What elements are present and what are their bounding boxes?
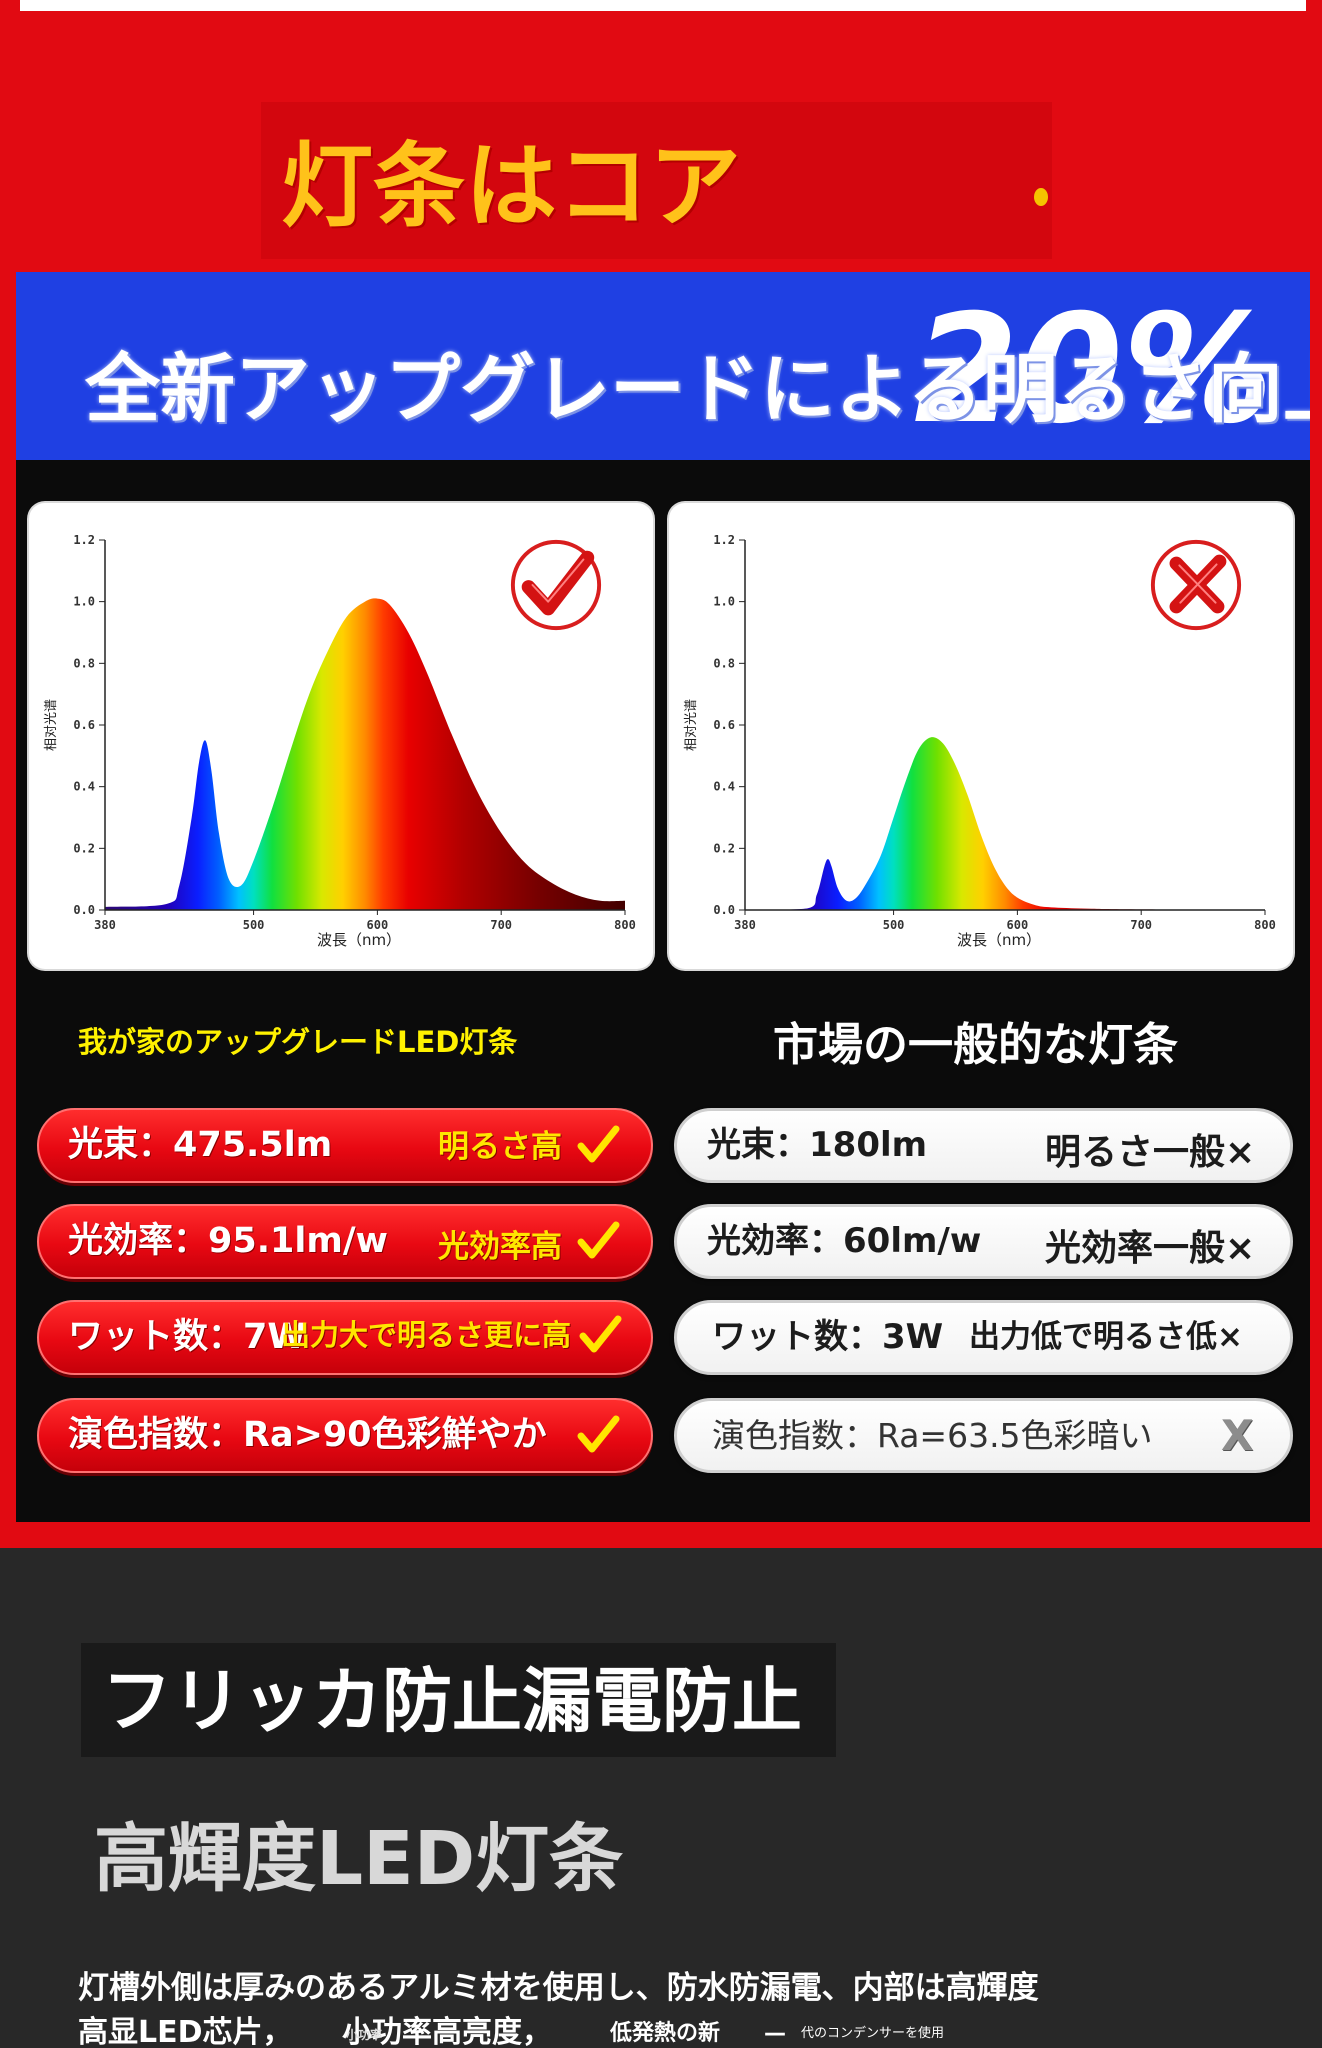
x-tick-label: 380 <box>734 918 756 932</box>
y-tick-label: 0.8 <box>713 656 735 670</box>
y-tick-label: 0.0 <box>713 903 735 917</box>
check-icon <box>579 1315 622 1353</box>
x-tick-label: 600 <box>367 918 389 932</box>
spec-text: 光束：475.5lm <box>68 1125 333 1165</box>
y-tick-label: 1.0 <box>713 595 735 609</box>
feature-title-backdrop <box>81 1643 836 1757</box>
banner-percent: 20% <box>914 283 1274 457</box>
y-axis-label: 相对光谱 <box>684 699 699 751</box>
market-spec-row: 光束：180lm 明るさ一般× <box>674 1108 1293 1183</box>
spec-note: 明るさ高 <box>438 1129 562 1165</box>
check-icon <box>510 539 602 631</box>
ours-label: 我が家のアップグレードLED灯条 <box>78 1025 518 1059</box>
market-spec-row: ワット数：3W 出力低で明るさ低× <box>674 1300 1293 1375</box>
banner: 20% 全新アップグレードによる明るさ向上 <box>16 272 1310 460</box>
ours-spec-row: ワット数：7W 出力大で明るさ更に高 <box>37 1300 653 1375</box>
spectrum-area <box>105 598 625 910</box>
y-tick-label: 1.2 <box>713 533 735 547</box>
spec-text: ワット数：7W <box>68 1317 306 1357</box>
ours-spec-row: 光効率：95.1lm/w 光効率高 <box>37 1204 653 1279</box>
market-spec-row: 光効率：60lm/w 光効率一般× <box>674 1204 1293 1279</box>
market-label: 市場の一般的な灯条 <box>773 1018 1179 1071</box>
spec-text: 光束：180lm <box>707 1125 928 1165</box>
y-axis-label: 相对光谱 <box>44 699 59 751</box>
y-tick-label: 0.6 <box>713 718 735 732</box>
spectrum-area <box>745 737 1265 910</box>
x-tick-label: 700 <box>1130 918 1152 932</box>
spec-note: 光効率高 <box>438 1229 562 1265</box>
yellow-dot <box>1034 188 1048 206</box>
feature-description-overlay: 小功率 <box>346 2028 383 2042</box>
feature-description-line2-part: 代のコンデンサーを使用 <box>801 2026 945 2041</box>
title-backdrop <box>261 102 1052 259</box>
feature-subtitle: 高輝度LED灯条 <box>94 1816 624 1902</box>
spec-text: 光効率：60lm/w <box>707 1221 982 1261</box>
top-strip <box>20 0 1306 11</box>
market-spec-row: 演色指数：Ra=63.5色彩暗い X <box>674 1398 1293 1473</box>
spec-text: 演色指数：Ra>90色彩鮮やか <box>68 1415 547 1455</box>
y-tick-label: 0.6 <box>73 718 95 732</box>
spec-note: 出力低で明るさ低× <box>969 1319 1243 1355</box>
spec-note: 出力大で明るさ更に高 <box>281 1318 572 1352</box>
spectrum-chart-ours: 0.0 0.2 0.4 0.6 0.8 1.0 1.2 380 500 600 700 800 波長（n… <box>44 533 636 949</box>
y-tick-label: 0.2 <box>73 841 95 855</box>
y-tick-label: 1.0 <box>73 595 95 609</box>
x-tick-label: 380 <box>94 918 116 932</box>
x-tick-label: 600 <box>1007 918 1029 932</box>
feature-description-dash: — <box>764 2021 786 2046</box>
x-tick-label: 800 <box>614 918 636 932</box>
feature-description-line2-part: 高显LED芯片， <box>78 2015 293 2048</box>
y-tick-label: 0.0 <box>73 903 95 917</box>
features-section <box>0 1548 1322 2048</box>
chart-card-market: 0.0 0.2 0.4 0.6 0.8 1.0 1.2 380 500 600 700 800 波長（n… <box>669 503 1293 969</box>
spec-note: 光効率一般× <box>1045 1228 1256 1269</box>
banner-headline: 全新アップグレードによる明るさ向上 <box>85 345 1310 433</box>
spec-text: 演色指数：Ra=63.5色彩暗い <box>712 1416 1153 1455</box>
x-tick-label: 500 <box>243 918 265 932</box>
x-tick-label: 700 <box>490 918 512 932</box>
ours-spec-row: 光束：475.5lm 明るさ高 <box>37 1108 653 1183</box>
spec-note: 明るさ一般× <box>1045 1132 1256 1173</box>
x-axis-label: 波長（nm） <box>957 931 1041 949</box>
check-icon <box>577 1221 620 1259</box>
ours-spec-row: 演色指数：Ra>90色彩鮮やか <box>37 1398 653 1473</box>
chart-card-ours: 0.0 0.2 0.4 0.6 0.8 1.0 1.2 380 500 600 700 800 波長（n… <box>29 503 653 969</box>
x-axis-label: 波長（nm） <box>317 931 401 949</box>
y-tick-label: 0.4 <box>713 780 735 794</box>
cross-icon <box>1150 539 1242 631</box>
x-tick-label: 500 <box>883 918 905 932</box>
check-icon <box>577 1125 620 1163</box>
page-title: 灯条はコア <box>281 133 742 240</box>
feature-description-line2-part: 低発熱の新 <box>610 2021 721 2046</box>
y-tick-label: 0.2 <box>713 841 735 855</box>
spec-text: ワット数：3W <box>712 1317 944 1357</box>
spectrum-chart-market: 0.0 0.2 0.4 0.6 0.8 1.0 1.2 380 500 600 700 800 波長（n… <box>684 533 1276 949</box>
check-icon <box>577 1415 620 1453</box>
y-tick-label: 0.8 <box>73 656 95 670</box>
y-tick-label: 1.2 <box>73 533 95 547</box>
spec-text: 光効率：95.1lm/w <box>68 1221 388 1261</box>
feature-description-line1: 灯槽外側は厚みのあるアルミ材を使用し、防水防漏電、内部は高輝度 <box>78 1970 1039 2006</box>
y-tick-label: 0.4 <box>73 780 95 794</box>
feature-description-line2-part: 小功率高亮度， <box>342 2015 552 2048</box>
feature-title: フリッカ防止漏電防止 <box>102 1660 802 1742</box>
x-tick-label: 800 <box>1254 918 1276 932</box>
cross-mark: X <box>1221 1411 1254 1460</box>
